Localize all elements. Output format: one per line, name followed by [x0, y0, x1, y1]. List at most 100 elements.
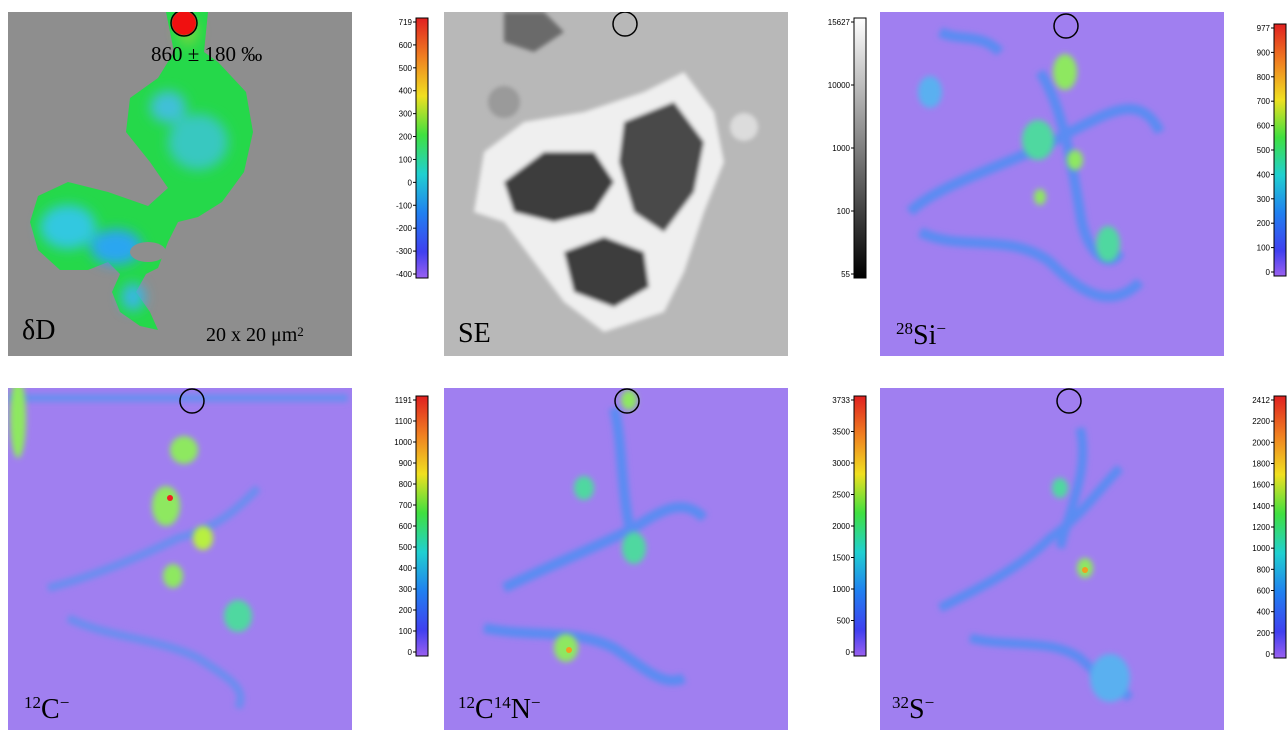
colorbar-tick: 200 [399, 133, 416, 142]
colorbar-tick-label: 0 [1266, 268, 1271, 277]
CN-charge: − [530, 693, 541, 712]
region-circle-CN [614, 388, 640, 414]
colorbar-tick: 10000 [828, 81, 854, 90]
colorbar-tick-label: 500 [1257, 146, 1271, 155]
colorbar-tick: 900 [399, 459, 416, 468]
colorbar-tick: 400 [1257, 170, 1274, 179]
region-circle-Si [1053, 13, 1079, 39]
colorbar-tick-label: 100 [1257, 244, 1271, 253]
colorbar-tick-label: 1100 [395, 417, 413, 426]
colorbar-tick-label: 400 [1257, 170, 1271, 179]
colorbar-tick-label: 2500 [832, 491, 850, 500]
panel-label-SE: SE [458, 318, 491, 349]
colorbar-tick-label: 600 [1257, 587, 1271, 596]
colorbar-tick: 400 [399, 564, 416, 573]
CN-mass1: 12 [458, 693, 475, 712]
colorbar-gradient [853, 395, 867, 657]
colorbar-tick-label: 1400 [1252, 502, 1270, 511]
colorbar-tick: 300 [399, 110, 416, 119]
colorbar-tick: 3500 [832, 428, 854, 437]
colorbar-tick: 1800 [1252, 460, 1274, 469]
colorbar-tick: 977 [1257, 24, 1274, 33]
colorbar-tick: 300 [1257, 195, 1274, 204]
colorbar-tick: 600 [399, 522, 416, 531]
colorbar-tick-label: 600 [399, 41, 413, 50]
colorbar-tick: 800 [399, 480, 416, 489]
colorbar-tick: 800 [1257, 73, 1274, 82]
colorbar-tick-label: 200 [399, 133, 413, 142]
colorbar-tick: 2000 [1252, 438, 1274, 447]
colorbar-tick-label: 300 [399, 585, 413, 594]
region-circle-S [1056, 388, 1082, 414]
colorbar-gradient [853, 17, 867, 279]
panel-C: 12C− [8, 388, 352, 730]
colorbar-tick-label: 1000 [1252, 544, 1270, 553]
panel-label-Si: 28Si− [896, 320, 946, 351]
C-element: C [41, 694, 60, 725]
scale-label: 20 x 20 μm2 [206, 324, 304, 347]
colorbar-tick: 2000 [832, 522, 854, 531]
colorbar-tick-label: 300 [1257, 195, 1271, 204]
colorbar-tick: 1100 [395, 417, 416, 426]
colorbar-tick: 100 [399, 155, 416, 164]
colorbar-tick: 400 [1257, 608, 1274, 617]
colorbar-tick: 0 [1266, 268, 1274, 277]
colorbar-tick: 0 [1266, 650, 1274, 659]
CN-mass2: 14 [493, 693, 511, 712]
deltaD-value: 860 ± 180 ‰ [151, 42, 263, 66]
colorbar-tick-label: 700 [399, 501, 413, 510]
colorbar-tick-label: 1800 [1252, 460, 1270, 469]
colorbar-tick-label: 600 [1257, 122, 1271, 131]
colorbar-tick-label: 719 [399, 18, 413, 27]
colorbar-tick-label: 400 [399, 564, 413, 573]
colorbar-tick-label: 200 [1257, 629, 1271, 638]
colorbar-gradient [1273, 395, 1287, 659]
colorbar-tick-label: 100 [399, 627, 413, 636]
panel-Si: 28Si− [880, 12, 1224, 356]
panel-SE: SE [444, 12, 788, 356]
colorbar-tick-label: 500 [837, 617, 851, 626]
colorbar-tick: 200 [399, 606, 416, 615]
S-element: S [909, 694, 925, 725]
colorbar-tick: 1500 [832, 554, 854, 563]
panel-CN: 12C14N− [444, 388, 788, 730]
colorbar-tick: 1000 [832, 144, 854, 153]
colorbar-tick: 0 [408, 178, 416, 187]
colorbar-tick-label: 700 [1257, 97, 1271, 106]
colorbar-tick-label: 1500 [832, 554, 850, 563]
colorbar-tick: 1000 [1252, 544, 1274, 553]
colorbar-tick: 900 [1257, 48, 1274, 57]
colorbar-tick: 100 [1257, 244, 1274, 253]
panel-label-C: 12C− [24, 693, 69, 725]
colorbar-tick: -200 [396, 224, 416, 233]
colorbar-tick-label: 2000 [832, 522, 850, 531]
colorbar-tick: 55 [841, 270, 854, 279]
colorbar-tick: 0 [408, 648, 416, 657]
colorbar-tick: 500 [1257, 146, 1274, 155]
colorbar-tick-label: -200 [396, 224, 413, 233]
panel-label-CN: 12C14N− [458, 693, 541, 724]
panel-label-S: 32S− [892, 693, 935, 725]
colorbar-tick-label: -400 [396, 270, 413, 279]
scale-text: 20 x 20 μm [206, 324, 298, 346]
SE-map [444, 12, 788, 356]
colorbar-tick-label: 800 [1257, 565, 1271, 574]
colorbar-tick: 500 [399, 64, 416, 73]
colorbar-tick: 1191 [395, 396, 416, 405]
C-map [8, 388, 352, 730]
Si-element: Si [913, 320, 937, 351]
colorbar-tick-label: 1191 [395, 396, 413, 405]
colorbar-tick-label: 100 [399, 155, 413, 164]
colorbar-S: 2412 2200 2000 1800 1600 1400 1200 1000 800 600 40… [1236, 395, 1288, 659]
colorbar-tick-label: 0 [408, 648, 413, 657]
C-mass: 12 [24, 693, 41, 712]
colorbar-tick: 100 [837, 207, 854, 216]
Si-map [880, 12, 1224, 356]
S-charge: − [924, 693, 935, 712]
colorbar-tick: 500 [837, 617, 854, 626]
colorbar-tick-label: 900 [399, 459, 413, 468]
colorbar-tick: 2200 [1252, 417, 1274, 426]
colorbar-tick-label: 200 [399, 606, 413, 615]
colorbar-tick-label: 977 [1257, 24, 1271, 33]
colorbar-tick-label: 800 [399, 480, 413, 489]
